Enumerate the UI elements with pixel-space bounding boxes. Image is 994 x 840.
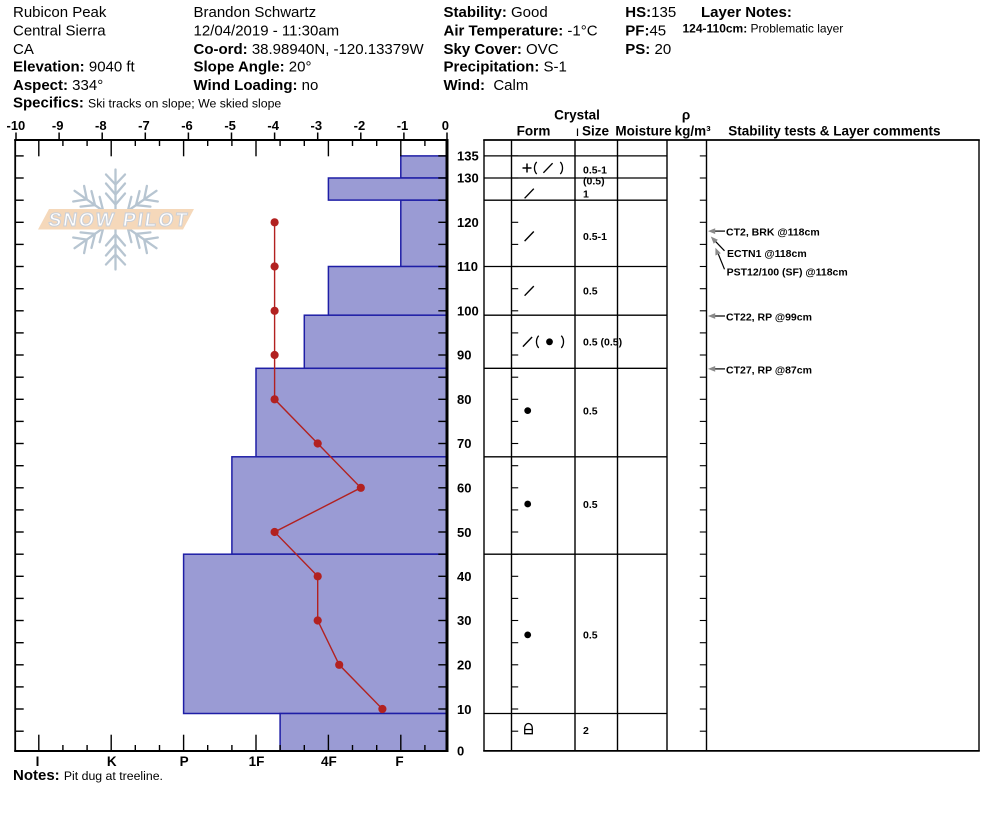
svg-text:Central Sierra: Central Sierra xyxy=(13,23,106,40)
svg-text:0.5 (0.5): 0.5 (0.5) xyxy=(583,337,622,349)
svg-text:-10: -10 xyxy=(7,118,26,133)
svg-text:0.5: 0.5 xyxy=(583,286,598,298)
svg-text:Stability: Good: Stability: Good xyxy=(444,4,548,21)
svg-text:Form: Form xyxy=(517,123,551,138)
svg-text:Stability tests & Layer commen: Stability tests & Layer comments xyxy=(728,123,940,138)
svg-text:PF:45: PF:45 xyxy=(625,23,666,40)
svg-text:0: 0 xyxy=(457,744,464,759)
svg-text:ECTN1 @118cm: ECTN1 @118cm xyxy=(727,248,807,260)
svg-text:Slope Angle: 20°: Slope Angle: 20° xyxy=(194,59,312,76)
svg-text:CT27, RP @87cm: CT27, RP @87cm xyxy=(726,364,812,376)
svg-text:Air Temperature: -1°C: Air Temperature: -1°C xyxy=(444,23,598,40)
svg-text:SNOW PILOT: SNOW PILOT xyxy=(47,210,190,231)
svg-text:ρ: ρ xyxy=(682,108,690,123)
svg-text:Size: Size xyxy=(582,123,610,138)
svg-text:0.5-1: 0.5-1 xyxy=(583,231,607,243)
svg-text:P: P xyxy=(180,754,189,769)
svg-text:F: F xyxy=(395,754,403,769)
svg-text:10: 10 xyxy=(457,702,471,717)
svg-text:CT2, BRK @118cm: CT2, BRK @118cm xyxy=(726,227,820,239)
svg-text:Aspect: 334°: Aspect: 334° xyxy=(13,77,103,94)
svg-text:-2: -2 xyxy=(354,118,366,133)
svg-text:110: 110 xyxy=(457,259,478,274)
svg-text:Elevation: 9040 ft: Elevation: 9040 ft xyxy=(13,59,136,76)
svg-text:130: 130 xyxy=(457,171,479,186)
svg-text:Rubicon Peak: Rubicon Peak xyxy=(13,4,107,21)
svg-text:-6: -6 xyxy=(181,118,193,133)
svg-text:Precipitation: S-1: Precipitation: S-1 xyxy=(444,59,567,76)
svg-text:HS:135: HS:135 xyxy=(625,4,676,21)
svg-text:Moisture: Moisture xyxy=(615,123,672,138)
svg-text:12/04/2019 - 11:30am: 12/04/2019 - 11:30am xyxy=(194,23,340,40)
svg-text:CT22, RP @99cm: CT22, RP @99cm xyxy=(726,312,812,324)
svg-text:PS: 20: PS: 20 xyxy=(625,41,671,58)
svg-text:0: 0 xyxy=(442,118,449,133)
svg-text:80: 80 xyxy=(457,392,471,407)
svg-text:Co-ord: 38.98940N, -120.13379W: Co-ord: 38.98940N, -120.13379W xyxy=(194,41,425,58)
svg-text:1F: 1F xyxy=(249,754,265,769)
svg-text:60: 60 xyxy=(457,481,471,496)
svg-text:Wind: Calm: Wind: Calm xyxy=(444,77,529,94)
svg-text:135: 135 xyxy=(457,149,479,164)
svg-text:Wind Loading: no: Wind Loading: no xyxy=(194,77,319,94)
svg-text:-4: -4 xyxy=(267,118,279,133)
svg-text:PST12/100 (SF) @118cm: PST12/100 (SF) @118cm xyxy=(727,267,848,279)
svg-text:I: I xyxy=(36,754,40,769)
svg-text:(0.5): (0.5) xyxy=(583,176,605,188)
svg-text:0.5-1: 0.5-1 xyxy=(583,164,607,176)
svg-text:70: 70 xyxy=(457,436,471,451)
svg-text:-3: -3 xyxy=(311,118,323,133)
svg-text:40: 40 xyxy=(457,569,471,584)
svg-text:Crystal: Crystal xyxy=(554,108,600,123)
svg-text:0.5: 0.5 xyxy=(583,630,598,642)
svg-text:100: 100 xyxy=(457,304,479,319)
svg-text:kg/m³: kg/m³ xyxy=(675,123,712,138)
svg-text:Sky Cover: OVC: Sky Cover: OVC xyxy=(444,41,559,58)
svg-text:1: 1 xyxy=(583,188,589,200)
svg-text:30: 30 xyxy=(457,613,471,628)
svg-text:-5: -5 xyxy=(224,118,236,133)
svg-text:124-110cm: Problematic layer: 124-110cm: Problematic layer xyxy=(683,22,844,36)
svg-text:20: 20 xyxy=(457,658,471,673)
svg-text:Layer Notes:: Layer Notes: xyxy=(701,4,792,21)
svg-text:4F: 4F xyxy=(321,754,337,769)
svg-text:K: K xyxy=(107,754,117,769)
svg-text:-8: -8 xyxy=(95,118,107,133)
svg-text:120: 120 xyxy=(457,215,479,230)
svg-text:0.5: 0.5 xyxy=(583,499,598,511)
svg-text:90: 90 xyxy=(457,348,471,363)
svg-text:-7: -7 xyxy=(138,118,150,133)
svg-text:CA: CA xyxy=(13,41,34,58)
svg-text:-1: -1 xyxy=(397,118,409,133)
svg-text:0.5: 0.5 xyxy=(583,405,598,417)
svg-text:-9: -9 xyxy=(52,118,64,133)
svg-text:50: 50 xyxy=(457,525,471,540)
svg-text:Notes: Pit dug at treeline.: Notes: Pit dug at treeline. xyxy=(13,767,163,784)
svg-text:Specifics: Ski tracks on slope: Specifics: Ski tracks on slope; We skied… xyxy=(13,94,281,111)
svg-text:Brandon Schwartz: Brandon Schwartz xyxy=(194,4,317,21)
svg-text:2: 2 xyxy=(583,725,589,737)
